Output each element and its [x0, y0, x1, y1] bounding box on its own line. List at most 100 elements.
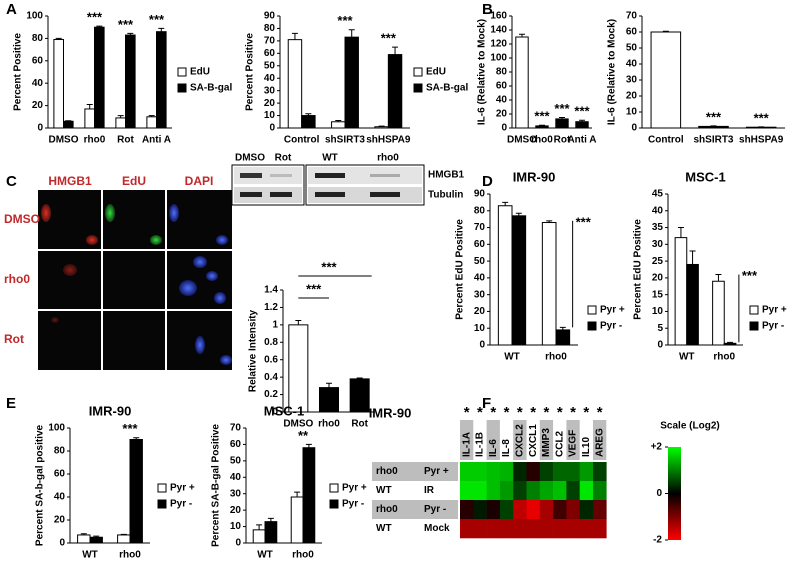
bar [84, 108, 95, 129]
scale-tick-label: 0 [656, 488, 662, 499]
y-tick-label: 70 [626, 11, 638, 22]
heat-cell [566, 462, 580, 482]
y-tick-label: 40 [54, 492, 66, 503]
y-axis-label: Relative Intensity [248, 309, 259, 392]
y-tick-label: 60 [230, 439, 242, 450]
lane-label: Rot [275, 153, 292, 164]
x-tick-label: DMSO [49, 135, 79, 146]
y-tick-label: 0.4 [264, 372, 278, 383]
band-label: HMGB1 [428, 170, 465, 181]
micro-row: rho0 [4, 272, 30, 286]
heat-cell [593, 519, 607, 539]
significance: * [504, 404, 510, 421]
column-shade [513, 420, 527, 460]
y-tick-label: 60 [626, 27, 638, 38]
y-tick-label: 0 [37, 123, 43, 134]
y-tick-label: 70 [264, 36, 276, 47]
error-bar [519, 33, 525, 37]
micro-column: DAPI [185, 174, 214, 188]
bar [344, 36, 359, 129]
heat-cell [499, 500, 514, 520]
y-tick-label: 30 [626, 75, 638, 86]
legend-swatch [587, 321, 597, 331]
bar [374, 126, 389, 129]
y-tick-label: 50 [264, 60, 276, 71]
y-tick-label: 35 [652, 222, 664, 233]
significance: *** [118, 17, 134, 32]
error-bar [294, 491, 301, 497]
significance: *** [706, 109, 722, 124]
significance: *** [321, 259, 337, 274]
significance: * [517, 404, 523, 421]
y-tick-label: 20 [54, 515, 66, 526]
y-tick-label: 20 [652, 273, 664, 284]
row-shade [372, 500, 458, 519]
y-tick-label: 50 [474, 256, 486, 267]
bar [94, 26, 105, 129]
significance: *** [87, 10, 103, 25]
y-tick-label: 0.2 [264, 389, 278, 400]
y-tick-label: 120 [490, 39, 507, 50]
y-tick-label: 40 [474, 273, 486, 284]
y-axis-label: Percent SA-b-gal positive [35, 424, 46, 546]
bar [575, 121, 589, 129]
y-tick-label: 60 [54, 469, 66, 480]
y-tick-label: 45 [652, 189, 664, 200]
y-tick-label: 40 [264, 73, 276, 84]
y-tick-label: 80 [264, 23, 276, 34]
blot [231, 164, 425, 206]
bar [650, 31, 682, 129]
x-tick-label: rho0 [119, 550, 141, 561]
legend-label: Pyr + [600, 305, 625, 316]
error-bar [727, 341, 734, 344]
error-bar [117, 115, 124, 118]
significance: * [583, 404, 589, 421]
bar [252, 529, 266, 544]
y-axis-label: Percent Positive [13, 33, 24, 111]
heat-cell [579, 519, 594, 539]
x-tick-label: DMSO [507, 135, 537, 146]
heat-cell [553, 500, 567, 520]
x-tick-label: WT [679, 352, 695, 363]
micro-row: Rot [4, 332, 24, 346]
lane-label: WT [322, 153, 338, 164]
row-label: WT [376, 485, 392, 496]
legend-swatch [157, 499, 167, 509]
y-tick-label: 0 [631, 123, 637, 134]
bar [723, 342, 737, 346]
heat-cell [566, 500, 580, 520]
bar [302, 447, 316, 544]
significance: * [490, 404, 496, 421]
significance: * [530, 404, 536, 421]
error-bar [86, 103, 93, 109]
significance: *** [742, 268, 758, 283]
significance: * [557, 404, 563, 421]
legend-label: Pyr - [762, 321, 784, 332]
legend-label: EdU [190, 67, 210, 78]
heat-cell [539, 462, 554, 482]
legend-label: Pyr - [342, 499, 364, 510]
error-bar [291, 32, 298, 40]
chart-title: IMR-90 [513, 169, 556, 184]
bar [77, 534, 91, 544]
y-tick-label: 40 [652, 205, 664, 216]
column-label: CCL2 [554, 430, 565, 457]
x-tick-label: rho0 [84, 135, 106, 146]
micro-column: HMGB1 [48, 174, 92, 188]
y-tick-label: 0 [235, 538, 241, 549]
bar [89, 536, 103, 544]
heat-cell [499, 462, 514, 482]
y-tick-label: 1.4 [264, 285, 278, 296]
bar [264, 521, 278, 544]
error-bar [148, 115, 155, 117]
y-tick-label: 70 [474, 222, 486, 233]
significance: * [597, 404, 603, 421]
y-tick-label: 0.8 [264, 337, 278, 348]
x-tick-label: shHSPA9 [366, 135, 411, 146]
bar [125, 34, 136, 129]
y-tick-label: 40 [32, 78, 44, 89]
heat-cell [499, 481, 514, 501]
error-bar [559, 117, 565, 119]
